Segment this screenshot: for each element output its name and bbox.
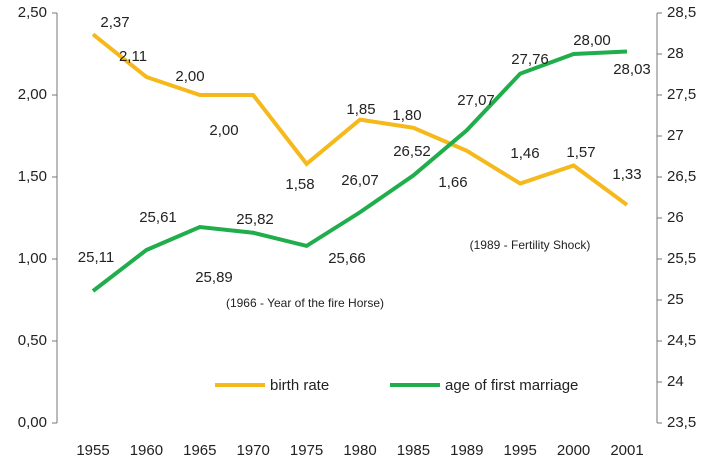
data-label: 27,76 — [511, 51, 549, 68]
x-tick-label: 2000 — [557, 442, 590, 459]
series-line — [91, 32, 629, 207]
y2-tick-label: 27,5 — [667, 86, 696, 103]
y2-tick-label: 28,5 — [667, 4, 696, 21]
data-label: 1,85 — [346, 101, 375, 118]
series-line — [91, 49, 628, 293]
x-tick-label: 1985 — [397, 442, 430, 459]
data-label: 2,37 — [100, 14, 129, 31]
y-tick-label: 1,00 — [18, 250, 47, 267]
y2-tick-label: 24,5 — [667, 332, 696, 349]
data-label: 25,82 — [236, 211, 274, 228]
data-label: 1,33 — [612, 166, 641, 183]
data-label: 27,07 — [457, 92, 495, 109]
data-label: 25,61 — [139, 209, 177, 226]
x-tick-label: 1980 — [343, 442, 376, 459]
annotation: (1966 - Year of the fire Horse) — [226, 296, 384, 310]
legend-label: birth rate — [270, 377, 329, 394]
data-label: 1,66 — [438, 174, 467, 191]
data-label: 26,07 — [341, 172, 379, 189]
data-label: 2,00 — [175, 68, 204, 85]
y2-tick-label: 26 — [667, 209, 684, 226]
data-label: 25,89 — [195, 269, 233, 286]
data-label: 2,00 — [209, 122, 238, 139]
y2-tick-label: 25,5 — [667, 250, 696, 267]
x-tick-label: 1975 — [290, 442, 323, 459]
x-tick-label: 1955 — [76, 442, 109, 459]
y-tick-label: 0,00 — [18, 414, 47, 431]
data-label: 28,03 — [613, 61, 651, 78]
data-label: 1,80 — [392, 107, 421, 124]
data-label: 2,11 — [119, 48, 147, 65]
y2-tick-label: 23,5 — [667, 414, 696, 431]
data-label: 1,58 — [285, 176, 314, 193]
data-label: 1,46 — [510, 145, 539, 162]
data-label: 25,11 — [78, 249, 114, 266]
annotation: (1989 - Fertility Shock) — [470, 238, 591, 252]
y-tick-label: 2,50 — [18, 4, 47, 21]
y2-tick-label: 24 — [667, 373, 684, 390]
x-tick-label: 2001 — [610, 442, 643, 459]
x-tick-label: 1960 — [130, 442, 163, 459]
legend-label: age of first marriage — [445, 377, 578, 394]
y2-tick-label: 27 — [667, 127, 684, 144]
y-tick-label: 1,50 — [18, 168, 47, 185]
x-tick-label: 1970 — [237, 442, 270, 459]
data-label: 25,66 — [328, 250, 366, 267]
data-label: 1,57 — [566, 144, 595, 161]
x-tick-label: 1989 — [450, 442, 483, 459]
x-tick-label: 1965 — [183, 442, 216, 459]
data-label: 28,00 — [573, 32, 611, 49]
y2-tick-label: 25 — [667, 291, 684, 308]
x-tick-label: 1995 — [504, 442, 537, 459]
y2-tick-label: 26,5 — [667, 168, 696, 185]
y2-tick-label: 28 — [667, 45, 684, 62]
y-tick-label: 0,50 — [18, 332, 47, 349]
data-label: 26,52 — [393, 143, 431, 160]
y-tick-label: 2,00 — [18, 86, 47, 103]
